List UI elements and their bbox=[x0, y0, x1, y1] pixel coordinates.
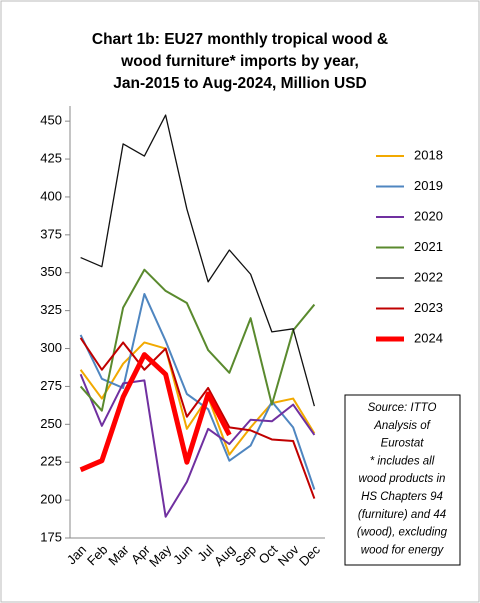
note: Source: ITTO bbox=[368, 402, 437, 414]
note: HS Chapters 94 bbox=[361, 491, 443, 503]
note: Analysis of bbox=[373, 420, 431, 432]
legend-label: 2021 bbox=[414, 239, 443, 254]
legend-label: 2020 bbox=[414, 208, 443, 223]
y-tick-label: 450 bbox=[40, 113, 62, 128]
y-tick-label: 400 bbox=[40, 188, 62, 203]
note: Eurostat bbox=[381, 438, 425, 450]
series-line bbox=[79, 337, 316, 499]
note: (furniture) and 44 bbox=[358, 509, 446, 521]
legend-label: 2023 bbox=[414, 300, 443, 315]
y-tick-label: 175 bbox=[40, 529, 62, 544]
y-tick-label: 375 bbox=[40, 226, 62, 241]
y-tick-label: 250 bbox=[40, 416, 62, 431]
series-line bbox=[79, 268, 316, 412]
y-tick-label: 425 bbox=[40, 150, 62, 165]
y-tick-label: 200 bbox=[40, 492, 62, 507]
chart-title: wood furniture* imports by year, bbox=[120, 53, 359, 70]
y-tick-label: 275 bbox=[40, 378, 62, 393]
note: wood products in bbox=[359, 473, 446, 485]
legend-label: 2018 bbox=[414, 147, 443, 162]
y-tick-label: 350 bbox=[40, 264, 62, 279]
note: * includes all bbox=[370, 455, 435, 467]
series-line bbox=[80, 114, 316, 407]
series-line bbox=[79, 373, 316, 518]
legend-label: 2024 bbox=[414, 330, 443, 345]
chart-title: Jan-2015 to Aug-2024, Million USD bbox=[113, 75, 367, 92]
legend-label: 2019 bbox=[414, 178, 443, 193]
series-line bbox=[79, 341, 316, 456]
note: wood for energy bbox=[361, 544, 445, 556]
y-tick-label: 225 bbox=[40, 454, 62, 469]
series-line bbox=[79, 352, 232, 473]
y-tick-label: 300 bbox=[40, 340, 62, 355]
legend-label: 2022 bbox=[414, 269, 443, 284]
note-box bbox=[344, 394, 461, 566]
chart-title: Chart 1b: EU27 monthly tropical wood & bbox=[92, 31, 388, 48]
note: (wood), excluding bbox=[357, 527, 448, 539]
y-tick-label: 325 bbox=[40, 302, 62, 317]
